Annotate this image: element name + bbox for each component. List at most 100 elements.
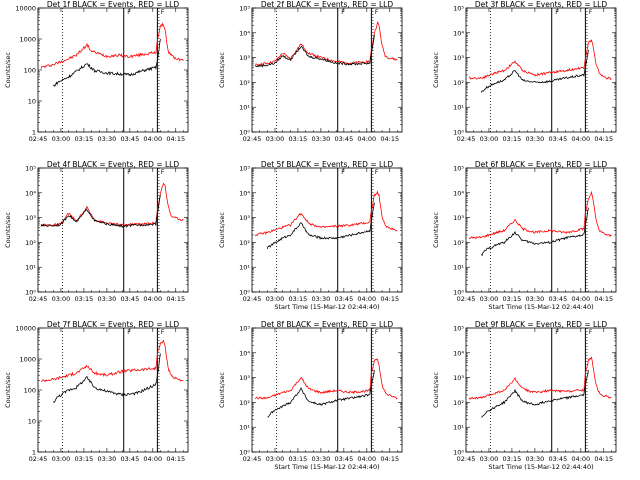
flag-mark: F: [161, 9, 165, 16]
x-tick-label: 03:00: [480, 295, 499, 303]
y-tick-label: 10⁴: [453, 349, 464, 357]
y-axis-label: Counts/sec: [218, 372, 226, 408]
y-tick-label: 10³: [239, 214, 250, 222]
events-series-line: [53, 353, 161, 403]
x-tick-label: 03:30: [98, 135, 117, 143]
flag-mark: F: [555, 329, 559, 336]
y-tick-label: 1000: [19, 36, 36, 44]
chart-panel-5: Det 5f BLACK = Events, RED = LLD 10⁰ 10¹ 10…: [218, 160, 403, 311]
x-tick-label: 03:30: [312, 295, 331, 303]
y-axis-label: Counts/sec: [432, 372, 440, 408]
x-tick-label: 02:45: [243, 295, 262, 303]
y-tick-label: 10⁵: [25, 165, 36, 173]
x-tick-label: 03:45: [120, 455, 139, 463]
plot-frame: [251, 167, 403, 293]
x-tick-label: 03:45: [334, 295, 353, 303]
flag-mark: F: [589, 329, 593, 336]
x-tick-label: 04:15: [166, 135, 185, 143]
x-tick-label: 04:00: [571, 295, 590, 303]
chart-panel-1: Det 1f BLACK = Events, RED = LLD 1 10 100 10…: [4, 0, 189, 143]
y-axis-label: Counts/sec: [432, 212, 440, 248]
y-tick-label: 10⁵: [453, 165, 464, 173]
events-series-line: [267, 370, 375, 418]
y-axis-label: Counts/sec: [218, 212, 226, 248]
chart-title: Det 7f BLACK = Events, RED = LLD: [47, 320, 180, 329]
chart-title: Det 5f BLACK = Events, RED = LLD: [261, 160, 394, 169]
chart-panel-9: Det 9f BLACK = Events, RED = LLD 10⁰ 10¹ 10…: [432, 320, 617, 471]
events-series-line: [266, 202, 375, 250]
x-tick-label: 03:45: [548, 455, 567, 463]
x-tick-label: 04:00: [571, 135, 590, 143]
x-tick-label: 04:00: [357, 295, 376, 303]
x-tick-label: 04:15: [594, 135, 613, 143]
y-tick-label: 10²: [25, 239, 36, 247]
events-series-line: [480, 207, 589, 257]
y-tick-label: 10⁴: [25, 189, 36, 197]
chart-title: Det 3f BLACK = Events, RED = LLD: [475, 0, 608, 9]
x-tick-label: 03:30: [526, 135, 545, 143]
y-tick-label: 10: [28, 418, 36, 426]
x-tick-label: 03:00: [52, 295, 71, 303]
lld-series-line: [41, 339, 184, 383]
lld-series-line: [40, 22, 184, 69]
x-tick-label: 03:15: [289, 295, 308, 303]
plot-frame: [251, 327, 403, 453]
y-tick-label: 10¹: [239, 424, 250, 432]
x-tick-label: 04:15: [380, 295, 399, 303]
flag-mark: F: [589, 9, 593, 16]
flag-mark: F: [341, 9, 345, 16]
y-axis-label: Counts/sec: [432, 52, 440, 88]
flag-mark: F: [555, 9, 559, 16]
y-tick-label: 10³: [453, 374, 464, 382]
plot-frame: [465, 327, 617, 453]
y-tick-label: 10⁵: [239, 165, 250, 173]
y-tick-label: 10: [28, 98, 36, 106]
flag-mark: F: [127, 169, 131, 176]
x-tick-label: 02:45: [243, 135, 262, 143]
chart-panel-7: Det 7f BLACK = Events, RED = LLD 1 10 100 10…: [4, 320, 189, 463]
x-tick-label: 03:00: [266, 295, 285, 303]
lld-series-line: [468, 190, 612, 240]
x-tick-label: 03:45: [548, 135, 567, 143]
flag-mark: F: [589, 169, 593, 176]
x-axis-label: Start Time (15-Mar-12 02:44:40): [488, 303, 593, 311]
x-tick-label: 03:45: [548, 295, 567, 303]
y-tick-label: 10¹: [453, 264, 464, 272]
flag-mark: F: [341, 169, 345, 176]
y-tick-label: 10¹: [453, 424, 464, 432]
y-tick-label: 10000: [15, 325, 36, 333]
chart-panel-2: Det 2f BLACK = Events, RED = LLD 10⁰ 10¹ 10…: [218, 0, 403, 143]
x-tick-label: 03:00: [266, 135, 285, 143]
y-axis-label: Counts/sec: [218, 52, 226, 88]
x-tick-label: 02:45: [29, 295, 48, 303]
x-tick-label: 03:00: [266, 455, 285, 463]
y-tick-label: 10¹: [239, 264, 250, 272]
lld-series-line: [468, 356, 612, 400]
chart-title: Det 6f BLACK = Events, RED = LLD: [475, 160, 608, 169]
chart-panel-4: Det 4f BLACK = Events, RED = LLD 10⁰ 10¹ 10…: [4, 160, 189, 303]
chart-title: Det 4f BLACK = Events, RED = LLD: [47, 160, 180, 169]
chart-panel-3: Det 3f BLACK = Events, RED = LLD 10⁰ 10¹ 10…: [432, 0, 617, 143]
y-tick-label: 10⁰: [239, 449, 250, 457]
x-tick-label: 03:00: [480, 455, 499, 463]
x-tick-label: 03:15: [503, 455, 522, 463]
x-tick-label: 03:15: [75, 295, 94, 303]
x-tick-label: 03:15: [289, 135, 308, 143]
plot-frame: [251, 7, 403, 133]
x-tick-label: 04:15: [594, 455, 613, 463]
y-tick-label: 10³: [453, 54, 464, 62]
x-tick-label: 04:00: [143, 135, 162, 143]
x-tick-label: 04:15: [380, 135, 399, 143]
y-tick-label: 10²: [453, 239, 464, 247]
y-tick-label: 10⁰: [25, 289, 36, 297]
y-axis-label: Counts/sec: [4, 372, 12, 408]
flag-mark: F: [127, 329, 131, 336]
x-tick-label: 03:30: [98, 455, 117, 463]
y-tick-label: 10⁰: [453, 289, 464, 297]
y-tick-label: 10⁴: [453, 189, 464, 197]
y-tick-label: 10¹: [25, 264, 36, 272]
events-series-line: [53, 38, 161, 88]
lld-series-line: [254, 358, 398, 400]
y-tick-label: 10³: [453, 214, 464, 222]
